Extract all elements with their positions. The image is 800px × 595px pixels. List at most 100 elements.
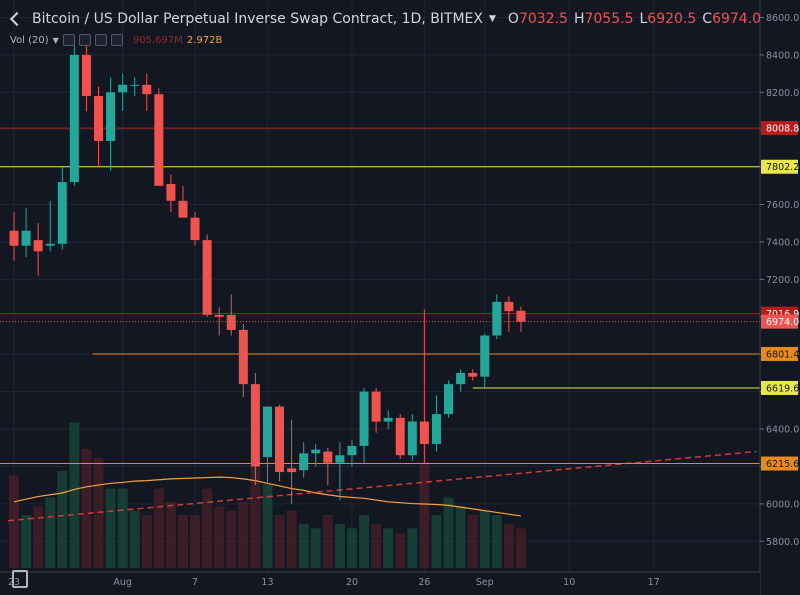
candle-body bbox=[178, 200, 188, 218]
volume-bar bbox=[371, 523, 382, 568]
volume-bar bbox=[443, 497, 454, 568]
volume-ma-value: 2.972B bbox=[186, 34, 223, 46]
volume-bar bbox=[419, 462, 430, 568]
trend-line bbox=[7, 450, 757, 522]
volume-bar bbox=[117, 488, 128, 568]
volume-bar bbox=[238, 501, 249, 568]
collapse-chevron-icon[interactable] bbox=[9, 11, 25, 27]
source-icon[interactable] bbox=[94, 34, 107, 46]
candle-body bbox=[347, 445, 357, 456]
candle-body bbox=[468, 372, 478, 377]
chevron-down-icon[interactable]: ▼ bbox=[489, 14, 496, 24]
candle-body bbox=[226, 314, 236, 330]
candle-body bbox=[335, 455, 345, 463]
volume-bar bbox=[479, 510, 490, 568]
ohlc-readout: O7032.5 H7055.5 L6920.5 C6974.0 bbox=[508, 11, 761, 27]
volume-bar bbox=[359, 515, 370, 568]
volume-bar bbox=[491, 515, 502, 568]
close-icon[interactable] bbox=[110, 34, 123, 46]
candle-body bbox=[299, 453, 309, 471]
volume-bar bbox=[45, 497, 56, 568]
candle-body bbox=[69, 54, 79, 183]
open-value: 7032.5 bbox=[518, 11, 568, 27]
open-key: O bbox=[507, 11, 519, 27]
volume-bar bbox=[322, 515, 333, 568]
candle-body bbox=[407, 421, 417, 456]
settings-icon[interactable] bbox=[78, 34, 91, 46]
candle-body bbox=[33, 240, 43, 252]
time-tick-label: Aug bbox=[113, 577, 132, 588]
volume-bar bbox=[298, 523, 309, 568]
level-price-label: 7802.2 bbox=[766, 162, 799, 173]
time-tick-label: 7 bbox=[192, 577, 198, 588]
candle-body bbox=[371, 391, 381, 422]
volume-bar bbox=[334, 523, 345, 568]
candle-body bbox=[444, 384, 454, 415]
volume-bar bbox=[346, 528, 357, 568]
volume-bar bbox=[33, 506, 44, 568]
level-price-label-bg bbox=[761, 380, 798, 395]
tradingview-logo-icon[interactable] bbox=[12, 570, 28, 588]
volume-indicator-label[interactable]: Vol (20) bbox=[10, 34, 49, 46]
price-tick-label: 8600.0 bbox=[766, 13, 799, 24]
volume-bar bbox=[310, 528, 321, 568]
candle-body bbox=[81, 54, 91, 97]
price-tick-label: 8200.0 bbox=[766, 88, 799, 99]
level-price-label: 6215.6 bbox=[766, 459, 799, 470]
volume-bar bbox=[395, 532, 406, 568]
candle-body bbox=[323, 451, 333, 463]
low-value: 6920.5 bbox=[647, 11, 697, 27]
candle-body bbox=[480, 335, 490, 377]
volume-dropdown-icon[interactable]: ▼ bbox=[52, 35, 59, 45]
level-price-label-bg bbox=[761, 456, 798, 471]
price-tick-label: 7600.0 bbox=[766, 200, 799, 211]
volume-bar bbox=[383, 528, 394, 568]
candle-body bbox=[238, 329, 248, 385]
level-price-label: 8008.8 bbox=[766, 124, 799, 135]
time-tick-label: 26 bbox=[418, 577, 430, 588]
level-price-label-bg bbox=[761, 159, 798, 174]
level-price-label: 7016.9 bbox=[766, 309, 799, 320]
candle-body bbox=[262, 406, 272, 458]
volume-bar bbox=[286, 510, 297, 568]
level-price-label: 6619.6 bbox=[766, 383, 799, 394]
candle-body bbox=[516, 310, 526, 322]
close-value: 6974.0 bbox=[712, 11, 762, 27]
level-lines bbox=[0, 127, 760, 465]
candle-body bbox=[504, 301, 514, 312]
candle-body bbox=[190, 217, 200, 241]
time-tick-label: Sep bbox=[476, 577, 494, 588]
volume-bar bbox=[141, 515, 152, 568]
low-key: L bbox=[639, 11, 648, 27]
time-tick-label: 23 bbox=[8, 577, 20, 588]
candle-body bbox=[359, 391, 369, 446]
candle-body bbox=[21, 230, 31, 246]
candle-body bbox=[492, 301, 502, 336]
candle-body bbox=[419, 421, 429, 445]
candle-body bbox=[130, 84, 140, 86]
price-axis-bg bbox=[760, 0, 800, 595]
candle-body bbox=[166, 183, 176, 201]
eye-icon[interactable] bbox=[62, 34, 75, 46]
time-tick-label: 20 bbox=[346, 577, 358, 588]
volume-bar bbox=[214, 506, 225, 568]
level-price-label-bg bbox=[761, 346, 798, 361]
volume-bar bbox=[105, 488, 116, 568]
time-tick-label: 10 bbox=[563, 577, 575, 588]
symbol-title[interactable]: Bitcoin / US Dollar Perpetual Inverse Sw… bbox=[32, 11, 483, 27]
candle-body bbox=[456, 372, 466, 385]
high-value: 7055.5 bbox=[584, 11, 634, 27]
price-tick-label: 6000.0 bbox=[766, 499, 799, 510]
volume-bar bbox=[9, 475, 19, 568]
volume-bar bbox=[467, 515, 478, 568]
candle-body bbox=[93, 96, 103, 141]
volume-bar bbox=[503, 523, 514, 568]
price-tick-label: 6400.0 bbox=[766, 425, 799, 436]
price-tick-label: 8400.0 bbox=[766, 50, 799, 61]
volume-bar bbox=[69, 422, 80, 568]
price-tick-label: 5800.0 bbox=[766, 537, 799, 548]
level-price-label: 6801.4 bbox=[766, 349, 799, 360]
volume-bar bbox=[455, 506, 466, 568]
volume-bar bbox=[431, 515, 442, 568]
